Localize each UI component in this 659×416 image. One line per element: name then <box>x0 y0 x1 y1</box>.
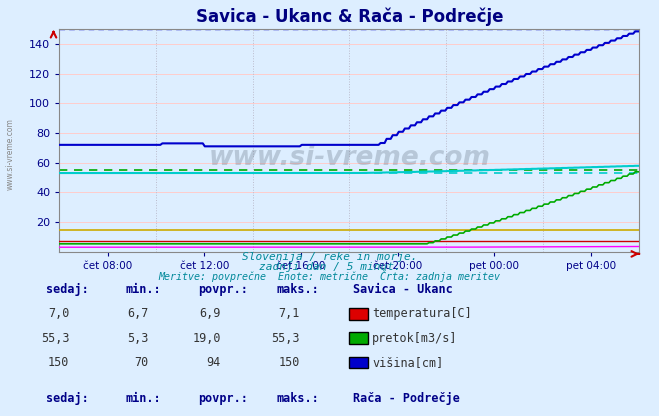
Text: maks.:: maks.: <box>277 283 320 296</box>
Text: 150: 150 <box>48 356 69 369</box>
Text: 55,3: 55,3 <box>272 332 300 344</box>
Text: 5,3: 5,3 <box>127 332 148 344</box>
Text: sedaj:: sedaj: <box>46 392 89 405</box>
Text: www.si-vreme.com: www.si-vreme.com <box>5 118 14 190</box>
Text: 6,9: 6,9 <box>200 307 221 320</box>
Text: temperatura[C]: temperatura[C] <box>372 307 472 320</box>
Text: pretok[m3/s]: pretok[m3/s] <box>372 332 458 344</box>
Text: 6,7: 6,7 <box>127 307 148 320</box>
Text: 150: 150 <box>279 356 300 369</box>
Text: višina[cm]: višina[cm] <box>372 356 444 369</box>
Text: 19,0: 19,0 <box>192 332 221 344</box>
Text: povpr.:: povpr.: <box>198 283 248 296</box>
Text: sedaj:: sedaj: <box>46 283 89 296</box>
Text: 7,1: 7,1 <box>279 307 300 320</box>
Text: min.:: min.: <box>125 283 161 296</box>
Text: Rača - Podrečje: Rača - Podrečje <box>353 392 459 405</box>
Text: maks.:: maks.: <box>277 392 320 405</box>
Text: Meritve: povprečne  Enote: metrične  Črta: zadnja meritev: Meritve: povprečne Enote: metrične Črta:… <box>159 270 500 282</box>
Text: zadnji dan / 5 minut.: zadnji dan / 5 minut. <box>258 262 401 272</box>
Text: 94: 94 <box>206 356 221 369</box>
Text: 7,0: 7,0 <box>48 307 69 320</box>
Text: min.:: min.: <box>125 392 161 405</box>
Text: Savica - Ukanc: Savica - Ukanc <box>353 283 452 296</box>
Text: povpr.:: povpr.: <box>198 392 248 405</box>
Text: 70: 70 <box>134 356 148 369</box>
Text: 55,3: 55,3 <box>41 332 69 344</box>
Text: www.si-vreme.com: www.si-vreme.com <box>208 145 490 171</box>
Text: Slovenija / reke in morje.: Slovenija / reke in morje. <box>242 252 417 262</box>
Title: Savica - Ukanc & Rača - Podrečje: Savica - Ukanc & Rača - Podrečje <box>196 7 503 26</box>
